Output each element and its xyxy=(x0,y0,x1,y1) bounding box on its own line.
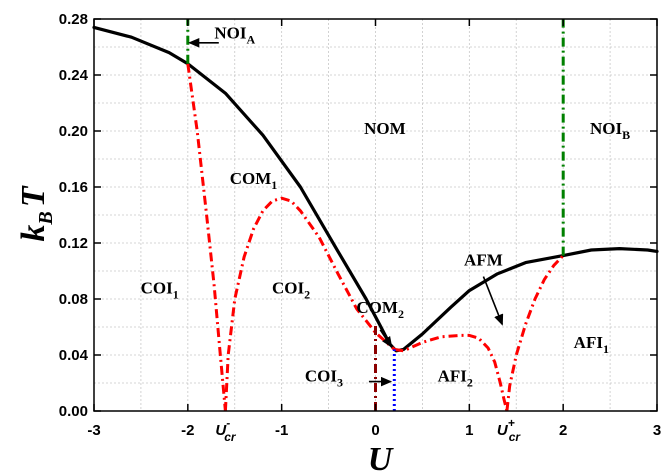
series-line-1 xyxy=(186,63,227,412)
y-tick-label: 0.04 xyxy=(59,347,89,364)
annotation-arrow-1 xyxy=(482,276,504,326)
x-tick-label: -1 xyxy=(275,422,288,439)
region-label-com2: COM2 xyxy=(356,298,404,321)
y-tick-label: 0.20 xyxy=(59,123,88,140)
region-label-coi3: COI3 xyxy=(305,367,343,390)
y-tick-label: 0.24 xyxy=(59,67,89,84)
y-axis-title-tail: T xyxy=(15,185,52,207)
y-axis-title-main: k xyxy=(15,225,52,242)
y-tick-label: 0.28 xyxy=(59,11,88,28)
critical-u-tick-label: U-cr xyxy=(215,416,237,444)
x-tick-label: -2 xyxy=(181,422,194,439)
series-line-3 xyxy=(394,333,509,412)
x-tick-label: 0 xyxy=(371,422,379,439)
region-label-coi1: COI1 xyxy=(141,278,179,301)
series-line-2 xyxy=(223,196,396,412)
grid xyxy=(94,19,657,411)
critical-u-tick-label: U+ cr xyxy=(497,416,522,444)
region-label-coi2: COI2 xyxy=(272,278,310,301)
y-tick-label: 0.00 xyxy=(59,403,88,420)
y-axis-title: kBT xyxy=(15,185,57,241)
x-tick-label: -3 xyxy=(87,422,100,439)
y-tick-label: 0.08 xyxy=(59,291,88,308)
series-line-4 xyxy=(505,254,565,412)
region-label-noia: NOIA xyxy=(214,24,255,47)
region-label-com1: COM1 xyxy=(230,169,278,192)
region-label-afm: AFM xyxy=(464,250,503,269)
x-tick-label: 3 xyxy=(653,422,661,439)
region-label-afi2: AFI2 xyxy=(438,367,473,390)
y-tick-label: 0.12 xyxy=(59,235,88,252)
x-tick-label: 1 xyxy=(465,422,473,439)
y-axis-title-sub: B xyxy=(35,211,57,225)
x-axis-title: U xyxy=(368,441,395,474)
region-label-afi1: AFI1 xyxy=(574,333,609,356)
region-label-nom: NOM xyxy=(364,119,406,138)
annotation-arrow-2 xyxy=(379,329,393,348)
series-group xyxy=(92,19,659,412)
x-tick-label: 2 xyxy=(559,422,567,439)
region-label-noib: NOIB xyxy=(590,119,630,142)
region-labels: NOIA NOM NOIB COM1 COI1 COI2 AFM COM2 COI3 AFI2 AF… xyxy=(141,24,631,390)
axis-ticks: 0.00 0.04 0.08 0.12 0.16 0.20 0.24 0.28 -3 -2 -1 0 1… xyxy=(59,11,661,444)
y-tick-label: 0.16 xyxy=(59,179,88,196)
